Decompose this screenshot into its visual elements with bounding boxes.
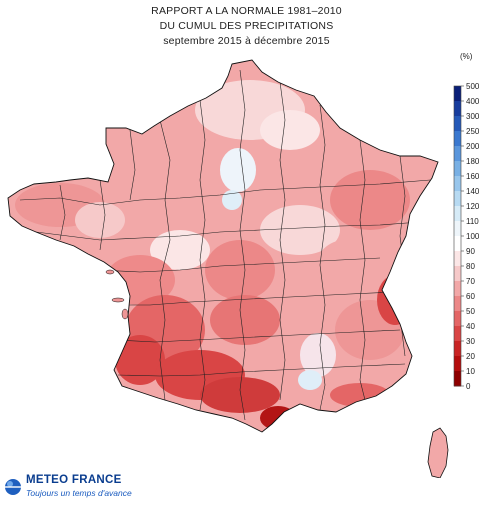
legend-swatch [454, 86, 461, 102]
legend-tick-label: 30 [466, 337, 475, 346]
legend-swatch [454, 146, 461, 162]
legend-tick-label: 10 [466, 367, 475, 376]
island-re [111, 297, 125, 303]
island-noirmoutier [105, 269, 115, 275]
legend-tick-label: 400 [466, 97, 480, 106]
legend-swatch [454, 371, 461, 387]
legend-tick-label: 250 [466, 127, 480, 136]
legend-swatch [454, 266, 461, 282]
legend-tick-label: 300 [466, 112, 480, 121]
department-borders [19, 69, 431, 421]
legend-swatch [454, 161, 461, 177]
legend-tick-label: 60 [466, 292, 475, 301]
legend-tick-label: 80 [466, 262, 475, 271]
map-svg [7, 59, 449, 479]
logo-name: METEO FRANCE [26, 474, 122, 486]
legend-tick-label: 0 [466, 382, 471, 391]
legend-tick-label: 110 [466, 217, 479, 226]
map-title: RAPPORT A LA NORMALE 1981–2010 DU CUMUL … [0, 4, 493, 49]
legend-swatch [454, 326, 461, 342]
legend-tick-label: 140 [466, 187, 480, 196]
legend-tick-label: 50 [466, 307, 475, 316]
legend-swatch [454, 116, 461, 132]
legend-swatch [454, 176, 461, 192]
corsica [427, 427, 449, 479]
legend-swatch [454, 206, 461, 222]
legend-tick-label: 100 [466, 232, 480, 241]
legend-tick-label: 180 [466, 157, 480, 166]
legend-swatch [454, 191, 461, 207]
legend-tick-label: 200 [466, 142, 480, 151]
legend-swatch [454, 311, 461, 327]
legend-tick-label: 40 [466, 322, 475, 331]
legend-swatch [454, 236, 461, 252]
legend-swatch [454, 281, 461, 297]
legend-swatch [454, 356, 461, 372]
legend-tick-label: 160 [466, 172, 480, 181]
legend-swatch [454, 341, 461, 357]
legend-tick-label: 20 [466, 352, 475, 361]
title-line-2: DU CUMUL DES PRECIPITATIONS [159, 20, 334, 32]
legend-tick-label: 70 [466, 277, 475, 286]
legend-swatch [454, 131, 461, 147]
precipitation-patches [15, 80, 413, 430]
globe-icon [5, 479, 21, 495]
france-precipitation-map [0, 58, 450, 479]
legend-swatch [454, 101, 461, 117]
logo-tagline: Toujours un temps d'avance [26, 488, 132, 498]
legend-swatch [454, 251, 461, 267]
legend-tick-label: 500 [466, 82, 480, 91]
legend-tick-label: 90 [466, 247, 475, 256]
title-line-3: septembre 2015 à décembre 2015 [163, 35, 330, 47]
legend-tick-label: 120 [466, 202, 480, 211]
legend-swatch [454, 221, 461, 237]
color-legend: 5004003002502001801601401201101009080706… [453, 82, 480, 391]
island-oleron [121, 308, 129, 320]
title-line-1: RAPPORT A LA NORMALE 1981–2010 [151, 5, 342, 17]
meteo-france-logo: METEO FRANCE Toujours un temps d'avance [4, 473, 164, 501]
legend-unit: (%) [460, 52, 473, 61]
legend-swatch [454, 296, 461, 312]
